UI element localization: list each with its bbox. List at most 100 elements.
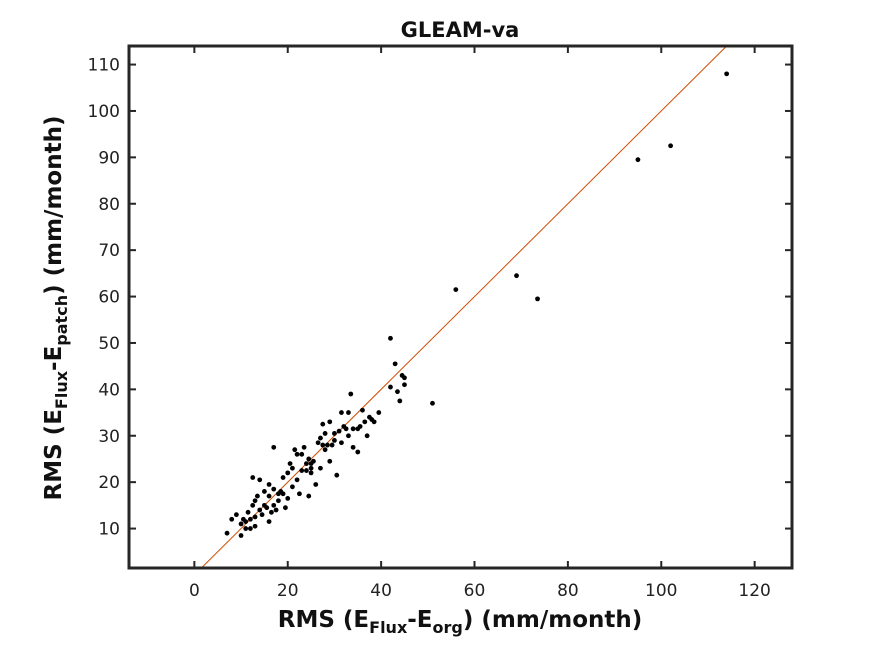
data-point-6 [243, 526, 249, 531]
data-point-76 [343, 426, 349, 432]
data-point-16 [254, 493, 260, 499]
data-point-47 [299, 451, 305, 457]
data-point-35 [280, 475, 286, 480]
one-to-one-line [200, 46, 727, 568]
data-point-39 [287, 461, 293, 466]
data-point-43 [294, 451, 300, 457]
y-tick-label-50: 50 [98, 334, 120, 354]
y-axis-label-prefix: RMS (E [41, 409, 67, 500]
data-point-101 [453, 287, 459, 292]
data-point-4 [238, 521, 244, 527]
data-point-102 [514, 273, 519, 279]
data-point-24 [266, 493, 272, 499]
data-point-14 [252, 514, 258, 520]
data-point-79 [348, 391, 354, 397]
data-point-64 [322, 447, 328, 453]
data-point-86 [362, 419, 368, 425]
data-point-51 [306, 456, 312, 462]
y-tick-label-20: 20 [98, 473, 120, 493]
data-point-87 [364, 433, 370, 439]
data-point-40 [290, 484, 295, 490]
y-tick-label-100: 100 [88, 102, 120, 122]
data-point-44 [294, 477, 300, 483]
data-point-78 [346, 433, 351, 439]
data-point-94 [392, 361, 398, 367]
data-point-0 [224, 530, 230, 536]
x-tick-label-120: 120 [738, 581, 770, 601]
data-point-85 [360, 407, 365, 413]
data-point-2 [233, 512, 239, 518]
y-axis-label-suffix: ) (mm/month) [41, 116, 67, 295]
data-point-22 [264, 505, 270, 511]
data-point-17 [257, 477, 263, 483]
data-point-95 [395, 389, 400, 395]
x-axis-label-mid: -E [407, 607, 432, 633]
x-axis-label-sub2: org [433, 618, 463, 637]
data-point-41 [290, 465, 295, 471]
x-tick-label-0: 0 [189, 581, 200, 601]
data-point-10 [247, 516, 253, 522]
data-point-9 [247, 526, 253, 531]
data-point-80 [350, 426, 356, 432]
y-tick-label-110: 110 [88, 56, 120, 76]
data-point-31 [276, 498, 281, 504]
data-point-12 [250, 475, 256, 480]
data-point-15 [252, 523, 258, 529]
y-tick-label-80: 80 [98, 195, 120, 215]
data-point-37 [285, 470, 291, 476]
data-point-38 [285, 496, 291, 501]
data-point-58 [315, 440, 321, 446]
axes-box [127, 44, 794, 570]
data-point-81 [350, 444, 356, 450]
data-point-46 [299, 468, 305, 473]
plot-area [129, 46, 792, 568]
data-point-104 [635, 157, 641, 163]
data-point-84 [357, 424, 363, 429]
y-axis-label-sub1: Flux [52, 370, 71, 409]
x-axis-label-suffix: ) (mm/month) [463, 607, 642, 633]
y-axis-ticks: 10 20 30 40 50 60 70 80 90 100 110 [88, 56, 792, 540]
data-point-73 [339, 440, 344, 446]
data-point-62 [320, 421, 326, 427]
data-point-105 [668, 143, 674, 149]
x-tick-label-20: 20 [277, 581, 299, 601]
data-point-74 [339, 410, 344, 415]
plot-background [129, 46, 792, 568]
data-point-52 [306, 493, 312, 499]
data-point-23 [266, 519, 272, 524]
y-axis-label: RMS (EFlux-Epatch) (mm/month) [41, 116, 71, 501]
data-point-13 [252, 498, 258, 504]
reference-line-layer [200, 46, 727, 568]
data-point-92 [388, 335, 393, 341]
data-point-34 [280, 491, 286, 497]
data-point-50 [304, 468, 309, 473]
data-point-72 [336, 428, 342, 434]
data-point-36 [283, 505, 288, 511]
data-point-91 [376, 410, 382, 415]
data-point-57 [313, 482, 319, 487]
data-point-100 [430, 400, 435, 406]
data-point-1 [229, 516, 235, 522]
data-point-53 [308, 465, 314, 471]
data-point-69 [332, 438, 337, 443]
data-point-61 [320, 442, 326, 448]
data-point-25 [266, 482, 272, 487]
data-point-27 [271, 502, 277, 508]
data-point-28 [271, 444, 277, 450]
data-point-56 [311, 458, 316, 464]
data-point-83 [355, 449, 361, 455]
data-point-71 [334, 472, 340, 478]
chart-title: GLEAM-va [401, 18, 520, 42]
data-point-70 [332, 431, 337, 436]
data-point-7 [243, 519, 249, 524]
y-axis-label-sub2: patch [52, 295, 71, 346]
data-point-77 [346, 410, 351, 415]
data-point-42 [292, 447, 298, 453]
data-point-96 [397, 398, 403, 404]
x-tick-label-60: 60 [464, 581, 486, 601]
data-point-103 [535, 296, 540, 302]
data-points [224, 71, 730, 538]
data-point-99 [402, 375, 407, 381]
x-tick-label-40: 40 [370, 581, 392, 601]
